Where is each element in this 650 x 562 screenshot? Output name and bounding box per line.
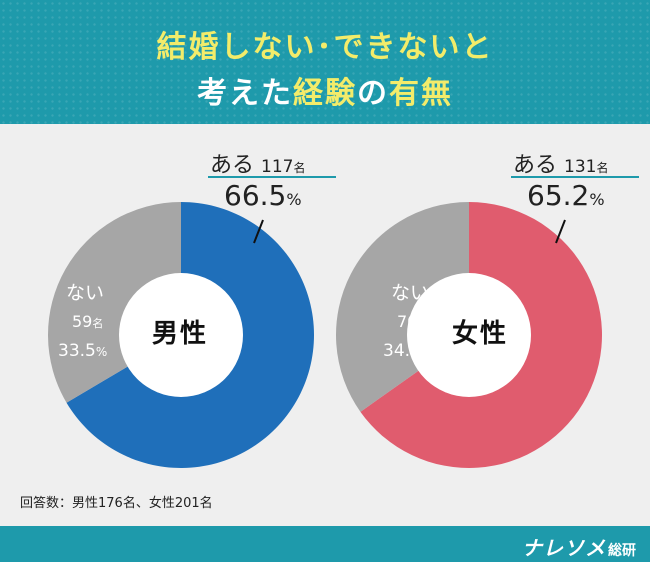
- center-label: 女性: [451, 319, 508, 349]
- brand-logo: ナレソメ 総研: [522, 532, 636, 561]
- yes-label: ある 117名: [210, 147, 305, 179]
- no-count-value: 59: [72, 312, 93, 331]
- no-count: 70名: [397, 312, 428, 331]
- no-count: 59名: [72, 312, 103, 331]
- yes-pct-value: 65.2: [527, 179, 590, 212]
- title-line-1: 結婚しない･できないと: [156, 30, 494, 65]
- donut-hole: [119, 273, 243, 397]
- label-underline: [511, 176, 639, 178]
- count-unit: 名: [293, 161, 306, 175]
- count-unit: 名: [92, 317, 104, 330]
- title-accent: 有無: [389, 76, 453, 111]
- pct-sign: %: [286, 190, 302, 209]
- no-pct-value: 33.5: [58, 341, 96, 361]
- title-text: 考えた: [197, 76, 293, 111]
- no-name: ない: [66, 282, 105, 304]
- donut-svg: [47, 202, 315, 468]
- footer-bar: ナレソメ 総研: [0, 526, 650, 562]
- donut-hole: [407, 273, 531, 397]
- donut-chart-female: ある 131名 65.2% ない 70名 34.8% 女性: [325, 135, 650, 485]
- yes-label: ある 131名: [513, 147, 608, 179]
- title-line-2: 考えた経験の有無: [0, 68, 650, 112]
- leader-line: [253, 219, 264, 244]
- response-count-note: 回答数：男性176名、女性201名: [20, 496, 213, 511]
- donut-svg: [336, 202, 602, 469]
- count-unit: 名: [417, 317, 429, 330]
- title-accent: 経験: [293, 76, 357, 111]
- no-pct-value: 34.8: [383, 341, 421, 361]
- donut-slice-no: [336, 202, 469, 412]
- label-underline: [208, 176, 336, 178]
- brand-suffix: 総研: [608, 543, 636, 559]
- count-unit: 名: [596, 161, 609, 175]
- pct-sign: %: [589, 190, 605, 209]
- leader-line: [555, 219, 566, 244]
- yes-count: 131: [564, 157, 597, 177]
- yes-name: ある: [210, 153, 255, 178]
- no-count-value: 70: [397, 312, 418, 331]
- donut-chart-male: ある 117名 66.5% ない 59名 33.5% 男性: [0, 135, 336, 485]
- pct-sign: %: [420, 345, 433, 359]
- no-percent: 33.5%: [58, 341, 107, 361]
- no-percent: 34.8%: [383, 341, 432, 361]
- yes-name: ある: [513, 153, 558, 178]
- yes-pct-value: 66.5: [224, 179, 287, 212]
- yes-count: 117: [261, 157, 294, 177]
- header-banner: [0, 0, 650, 124]
- yes-percent: 66.5%: [224, 179, 302, 212]
- yes-percent: 65.2%: [527, 179, 605, 212]
- center-label: 男性: [151, 319, 208, 349]
- brand-name: ナレソメ: [522, 536, 606, 560]
- pct-sign: %: [95, 345, 108, 359]
- title-text: の: [357, 76, 389, 111]
- no-name: ない: [391, 282, 430, 304]
